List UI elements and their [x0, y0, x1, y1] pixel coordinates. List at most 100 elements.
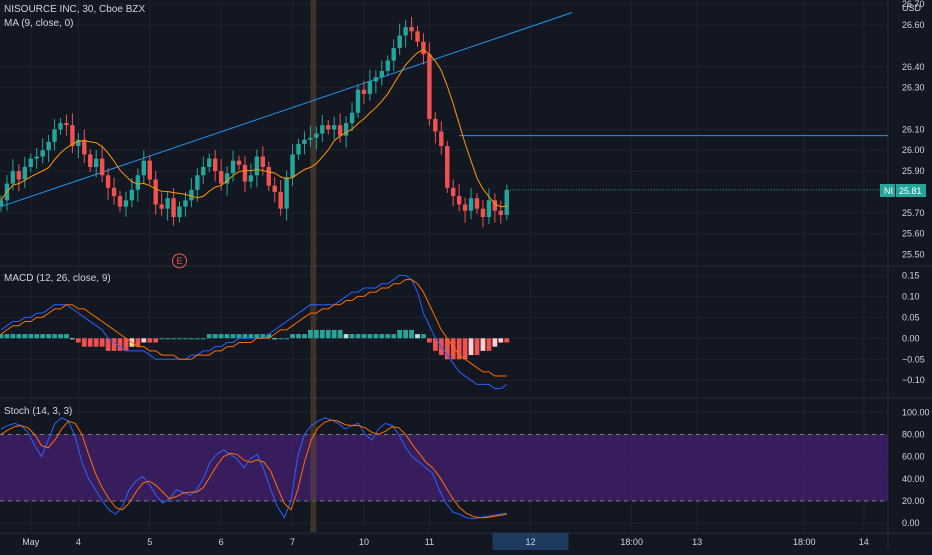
price-tick-label: 26.60	[902, 20, 925, 30]
time-tick-label: 11	[425, 537, 434, 547]
macd-histogram-bar	[87, 338, 93, 347]
candle-body	[385, 60, 390, 71]
candle-body	[296, 143, 301, 155]
candle-body	[177, 206, 182, 218]
macd-histogram-bar	[147, 338, 153, 343]
candle-body	[272, 185, 277, 192]
candle-body	[320, 125, 325, 134]
time-tick-label: 18:00	[620, 537, 643, 547]
price-tag: NI 25.81	[880, 184, 926, 197]
macd-histogram-bar	[123, 338, 129, 351]
macd-histogram-bar	[331, 329, 337, 339]
macd-histogram-bar	[141, 338, 147, 343]
candle-body	[195, 175, 200, 190]
candle-body	[486, 200, 492, 218]
candle-body	[308, 137, 313, 140]
macd-histogram-bar	[486, 338, 492, 351]
candle-body	[421, 41, 426, 55]
price-tick-label: 26.70	[902, 0, 925, 9]
candle-body	[28, 158, 33, 167]
candle-body	[361, 89, 367, 94]
stoch-tick-label: 60.00	[902, 452, 925, 462]
candle-body	[105, 175, 111, 188]
candle-body	[147, 160, 152, 180]
candle-body	[171, 198, 176, 218]
macd-histogram-bar	[427, 338, 432, 343]
signal-line-path	[0, 279, 507, 377]
time-tick-label: 13	[692, 537, 702, 547]
macd-histogram-bar	[22, 334, 28, 339]
stoch-tick-label: 0.00	[902, 518, 920, 528]
macd-histogram-bar	[200, 338, 206, 340]
macd-histogram-bar	[248, 334, 254, 339]
price-tick-label: 25.90	[902, 166, 925, 176]
candle-body	[445, 146, 450, 188]
macd-histogram-bar	[242, 334, 248, 339]
candle-body	[332, 125, 337, 130]
candle-body	[278, 191, 283, 209]
macd-histogram-bar	[218, 334, 224, 339]
macd-histogram-bar	[177, 338, 182, 340]
candle-body	[76, 139, 81, 147]
macd-histogram-bar	[16, 334, 22, 339]
candle-body	[123, 200, 129, 207]
candle-body	[254, 156, 260, 176]
macd-histogram-bar	[409, 329, 414, 339]
candle-body	[326, 125, 331, 130]
time-tick-label: 10	[359, 537, 369, 547]
candle-body	[0, 200, 4, 207]
candle-body	[22, 166, 27, 180]
price-tag-ticker: NI	[884, 186, 893, 196]
macd-histogram-bar	[432, 338, 438, 351]
candle-body	[159, 204, 164, 209]
macd-histogram-bar	[236, 334, 242, 339]
price-tag-value: 25.81	[899, 186, 922, 196]
stoch-tick-label: 20.00	[902, 496, 925, 506]
currency-label: USD	[902, 3, 922, 13]
macd-histogram-bar	[308, 329, 313, 339]
candle-body	[82, 139, 87, 155]
candle-body	[129, 189, 135, 201]
macd-histogram-bar	[230, 334, 236, 339]
macd-histogram-bar	[468, 338, 474, 356]
macd-histogram-bar	[189, 338, 194, 340]
candle-body	[343, 123, 349, 136]
candle-body	[290, 154, 295, 178]
stoch-band-fill	[0, 434, 888, 501]
stoch-tick-label: 100.00	[902, 407, 930, 417]
stoch-tick-label: 80.00	[902, 429, 925, 439]
macd-tick-label: 0.00	[902, 333, 920, 343]
macd-series	[0, 274, 510, 390]
macd-histogram-bar	[52, 334, 57, 339]
time-tick-label: 12	[526, 537, 536, 547]
price-axis[interactable]: 26.70 26.60 26.40 26.30 26.10 26.00 25.90 25.70…	[902, 0, 930, 528]
candle-body	[58, 123, 63, 130]
candle-body	[88, 154, 93, 167]
candle-body	[349, 112, 355, 124]
session-break-highlight	[310, 0, 317, 532]
macd-histogram-bar	[254, 334, 260, 339]
candle-body	[415, 31, 420, 42]
candle-body	[367, 81, 373, 94]
macd-histogram-bar	[272, 338, 278, 340]
price-tick-label: 25.60	[902, 229, 925, 239]
macd-histogram-bar	[28, 334, 34, 339]
candle-body	[337, 125, 343, 136]
macd-legend: MACD (12, 26, close, 9)	[4, 273, 111, 284]
macd-histogram-bar	[450, 338, 456, 360]
candle-body	[474, 198, 480, 209]
earnings-marker-circle	[172, 253, 187, 269]
macd-histogram-bar	[403, 329, 408, 339]
macd-histogram-bar	[0, 334, 4, 339]
macd-histogram-bar	[260, 334, 266, 339]
time-axis[interactable]: May 4 5 6 7 10 11 12 18:00 13 18:00 14	[22, 533, 869, 550]
time-tick-label: 6	[219, 537, 224, 547]
candle-body	[355, 89, 361, 113]
stoch-series	[0, 417, 507, 520]
macd-histogram-bar	[206, 334, 212, 339]
candle-body	[70, 125, 75, 147]
candle-body	[207, 158, 212, 167]
candle-body	[52, 129, 57, 142]
